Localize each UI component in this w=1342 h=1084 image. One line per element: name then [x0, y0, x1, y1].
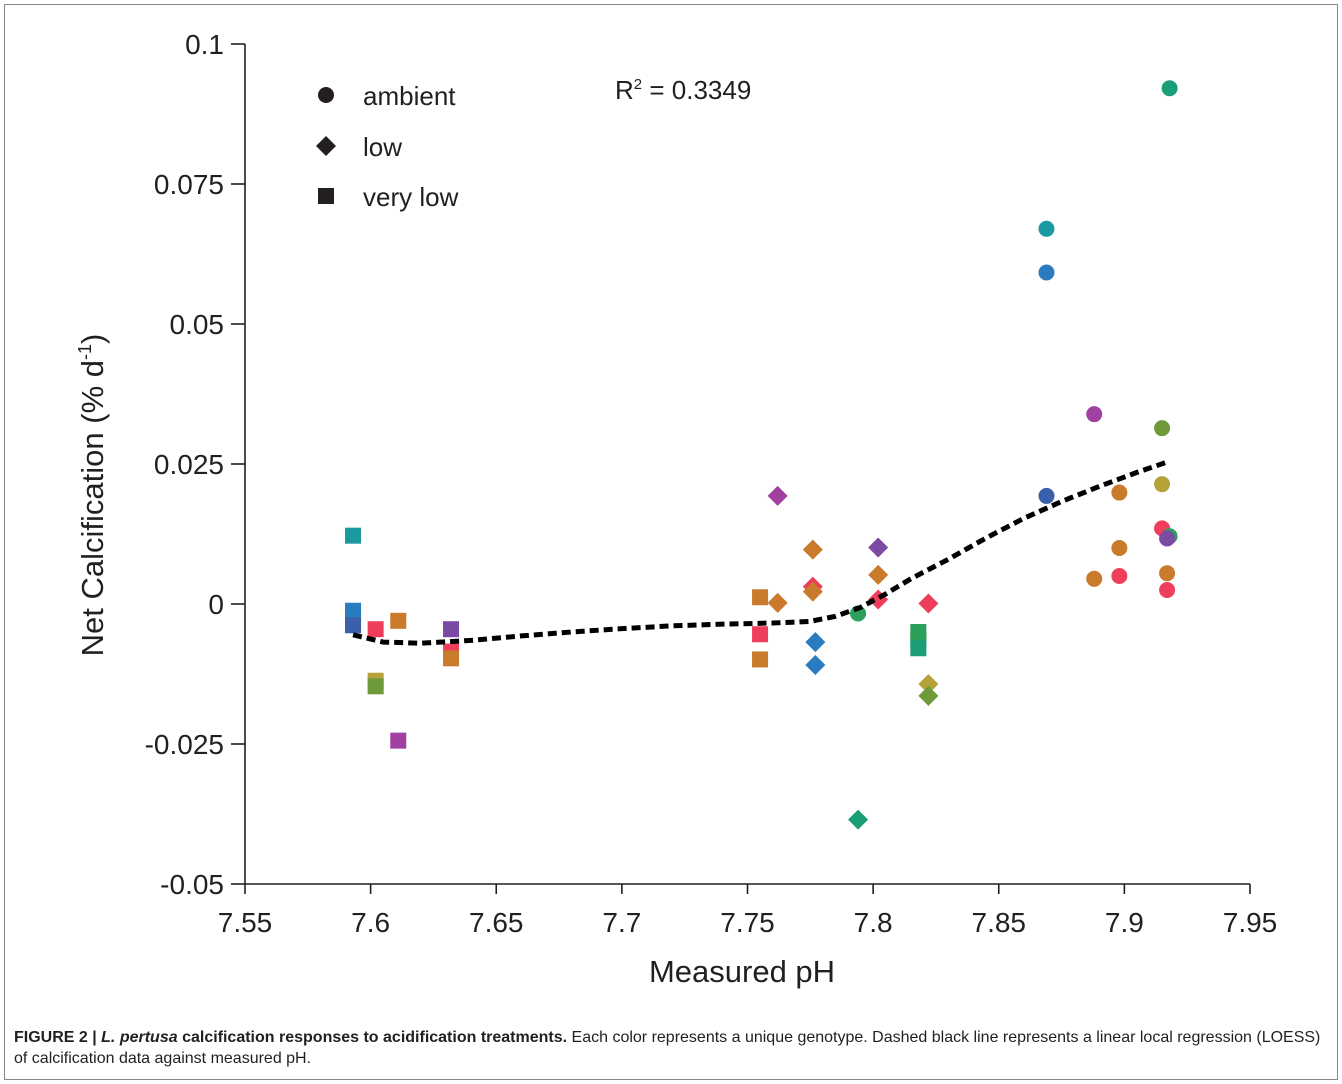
scatter-plot: 7.55 7.6 7.65 7.7 7.75 7.8 7.85 7.9 7.95 -0.05-0…	[75, 29, 1278, 989]
y-tick-label: 0.1	[185, 29, 224, 60]
data-point-diamond	[805, 655, 826, 676]
data-point-square	[443, 650, 460, 667]
caption-species: L. pertusa	[101, 1029, 178, 1046]
figure-caption: FIGURE 2 | L. pertusa calcification resp…	[14, 1027, 1324, 1069]
data-point-diamond	[802, 539, 823, 560]
x-tick-label: 7.65	[469, 907, 524, 938]
r-squared-annotation: R2 = 0.3349	[615, 75, 751, 105]
data-point-circle	[1086, 570, 1103, 587]
x-tick-label: 7.85	[972, 907, 1027, 938]
data-point-diamond	[767, 485, 788, 506]
data-point-diamond	[802, 581, 823, 602]
figure-frame	[4, 4, 1338, 1080]
data-point-square	[390, 612, 407, 629]
x-ticks: 7.55 7.6 7.65 7.7 7.75 7.8 7.85 7.9 7.95	[218, 884, 1278, 938]
x-tick-label: 7.9	[1105, 907, 1144, 938]
data-point-diamond	[848, 809, 869, 830]
data-point-circle	[1159, 565, 1176, 582]
data-point-circle	[1111, 568, 1128, 584]
x-tick-label: 7.75	[720, 907, 775, 938]
x-axis-label: Measured pH	[649, 954, 835, 989]
y-tick-label: -0.05	[160, 869, 224, 900]
data-point-circle	[1111, 540, 1128, 556]
data-point-diamond	[767, 592, 788, 613]
data-point-circle	[1154, 476, 1171, 493]
y-axis-label-main: Net Calcification (% d	[75, 360, 110, 656]
data-point-circle	[1111, 484, 1128, 501]
data-point-diamond	[918, 674, 939, 695]
data-point-square	[345, 527, 362, 544]
data-point-circle	[1159, 530, 1176, 547]
data-point-circle	[1086, 406, 1103, 423]
caption-body: Each color represents a unique genotype.…	[14, 1029, 1321, 1067]
legend-label: ambient	[363, 81, 456, 111]
y-tick-label: 0	[208, 589, 224, 620]
data-point-circle	[1154, 420, 1171, 437]
data-point-circle	[1038, 264, 1055, 281]
data-markers	[345, 80, 1178, 830]
data-point-square	[367, 621, 384, 638]
caption-title: calcification responses to acidification…	[177, 1029, 568, 1046]
legend-diamond-icon	[316, 136, 336, 156]
data-point-circle	[1159, 582, 1176, 598]
y-axis-label-close: )	[75, 334, 110, 344]
legend-label: low	[363, 132, 402, 162]
x-tick-label: 7.7	[602, 907, 641, 938]
x-tick-label: 7.6	[351, 907, 390, 938]
y-axis-label: Net Calcification (% d-1)	[75, 334, 110, 657]
y-tick-label: 0.025	[154, 449, 224, 480]
legend: ambient low very low	[316, 81, 459, 212]
data-point-circle	[1038, 487, 1055, 504]
data-point-diamond	[868, 564, 889, 585]
data-point-square	[910, 640, 927, 657]
data-point-square	[752, 651, 769, 668]
data-point-square	[752, 626, 769, 643]
data-point-circle	[1038, 220, 1055, 237]
data-point-diamond	[805, 632, 826, 653]
data-point-diamond	[918, 593, 939, 614]
axes	[244, 44, 1250, 885]
r-squared-sup: 2	[634, 76, 642, 93]
r-squared-value: = 0.3349	[642, 75, 751, 105]
y-tick-label: -0.025	[145, 729, 224, 760]
data-point-circle	[1161, 80, 1178, 97]
data-point-diamond	[868, 537, 889, 558]
x-tick-label: 7.95	[1223, 907, 1278, 938]
data-point-diamond	[918, 685, 939, 706]
y-ticks: -0.05 -0.025 0 0.025 0.05 0.075 0.1	[145, 29, 245, 900]
y-tick-label: 0.075	[154, 169, 224, 200]
legend-label: very low	[363, 182, 459, 212]
data-point-square	[345, 617, 362, 634]
y-axis-label-sup: -1	[75, 344, 95, 360]
x-tick-label: 7.8	[854, 907, 893, 938]
data-point-square	[367, 678, 384, 695]
data-point-square	[390, 732, 407, 749]
legend-circle-icon	[318, 87, 334, 103]
caption-label: FIGURE 2 |	[14, 1029, 102, 1046]
r-squared-main: R	[615, 75, 634, 105]
loess-line	[352, 458, 1171, 646]
y-tick-label: 0.05	[170, 309, 225, 340]
x-tick-label: 7.55	[218, 907, 273, 938]
data-point-square	[752, 589, 769, 606]
data-point-square	[443, 621, 460, 638]
legend-square-icon	[318, 188, 334, 204]
